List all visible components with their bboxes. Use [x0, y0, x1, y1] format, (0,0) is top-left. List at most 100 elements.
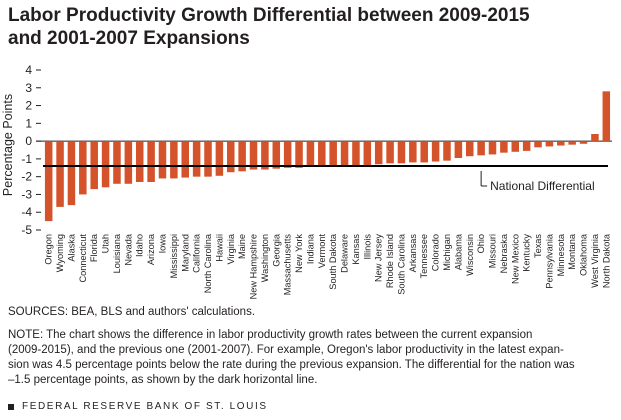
bar-georgia [272, 141, 281, 169]
bar-connecticut [79, 141, 87, 195]
bar-rhode-island [386, 141, 394, 164]
x-tick-label: Nevada [123, 233, 133, 266]
bar-tennessee [420, 141, 428, 163]
bar-pennsylvania [545, 141, 554, 147]
x-tick-label: Washington [260, 234, 270, 282]
bar-maine [238, 141, 246, 172]
bar-texas [534, 141, 542, 148]
x-tick-label: Mississippi [169, 234, 179, 278]
bar-new-jersey [374, 141, 383, 165]
bar-virginia [227, 141, 235, 173]
bar-wisconsin [465, 141, 474, 157]
bar-nevada [124, 141, 133, 184]
x-tick-label: Utah [101, 234, 111, 253]
x-tick-label: New Jersey [374, 234, 384, 282]
national-differential-reference: National Differential [43, 165, 608, 193]
x-tick-label: Louisiana [112, 233, 122, 273]
x-tick-label: North Dakota [601, 233, 611, 288]
x-tick-label: Wisconsin [465, 234, 475, 276]
bar-delaware [340, 141, 349, 166]
x-tick-label: Massachusetts [283, 234, 293, 296]
chart-title: Labor Productivity Growth Differential b… [8, 4, 608, 50]
bar-missouri [488, 141, 497, 155]
x-tick-label: Arizona [146, 233, 156, 265]
note-line: –1.5 percentage points, as shown by the … [8, 374, 318, 386]
y-tick-label: 4 [25, 63, 32, 77]
x-tick-label: Oregon [44, 234, 54, 265]
bar-south-carolina [397, 141, 406, 164]
x-tick-label: Idaho [135, 234, 145, 257]
bar-michigan [443, 141, 451, 161]
bar-hawaii [215, 141, 224, 176]
bar-west-virginia [591, 134, 599, 142]
x-tick-label: Delaware [340, 234, 350, 273]
bar-alabama [454, 141, 463, 158]
bar-minnesota [557, 141, 565, 146]
bar-oregon [44, 141, 53, 222]
bar-mississippi [170, 141, 178, 179]
bar-massachusetts [283, 141, 292, 168]
y-tick-label: -1 [21, 152, 32, 166]
x-tick-label: Colorado [431, 234, 441, 271]
footer-square-icon [8, 403, 14, 410]
footer-text: FEDERAL RESERVE BANK OF ST. LOUIS [22, 401, 268, 412]
x-tick-label: Montana [567, 233, 577, 270]
x-tick-label: Alabama [453, 233, 463, 270]
x-tick-label: Iowa [157, 233, 167, 253]
y-tick-label: 2 [25, 99, 32, 113]
bar-colorado [431, 141, 440, 162]
x-tick-label: California [192, 233, 202, 273]
x-tick-label: Indiana [305, 233, 315, 264]
x-tick-label: Arkansas [408, 234, 418, 273]
bar-new-york [295, 141, 303, 168]
y-tick-label: 0 [25, 134, 32, 148]
x-tick-label: South Dakota [328, 233, 338, 290]
x-tick-label: New Hampshire [249, 234, 259, 299]
chart-title-line-1: Labor Productivity Growth Differential b… [8, 5, 530, 26]
x-tick-label: Nebraska [499, 233, 509, 273]
y-tick-label: -3 [21, 187, 32, 201]
bar-south-dakota [329, 141, 337, 167]
note-line: (2009-2015), and the previous one (2001-… [8, 344, 564, 356]
x-tick-label: Vermont [317, 234, 327, 269]
x-tick-label: South Carolina [396, 233, 406, 295]
x-tick-label: Rhode Island [385, 234, 395, 288]
x-tick-label: Florida [89, 233, 99, 262]
x-tick-label: Kentucky [522, 234, 532, 272]
bar-arizona [147, 141, 155, 182]
x-tick-label: Hawaii [214, 234, 224, 262]
bar-washington [261, 141, 269, 170]
bar-new-hampshire [249, 141, 258, 170]
bar-nebraska [500, 141, 508, 153]
x-tick-label: Virginia [226, 233, 236, 264]
bar-new-mexico [511, 141, 520, 152]
x-axis-labels: Oregon Wyoming Alaska Connecticut Florida Uta… [44, 233, 612, 299]
y-tick-label: 3 [25, 81, 32, 95]
note-line: sion was 4.5 percentage points below the… [8, 359, 575, 371]
y-tick-label: 1 [25, 116, 32, 130]
bar-ohio [477, 141, 485, 156]
x-tick-label: Connecticut [78, 234, 88, 283]
bar-vermont [318, 141, 326, 167]
footer: FEDERAL RESERVE BANK OF ST. LOUIS [8, 401, 268, 412]
x-tick-label: New York [294, 234, 304, 273]
x-tick-label: Oklahoma [579, 233, 589, 276]
x-tick-label: Wyoming [55, 234, 65, 272]
x-tick-label: North Carolina [203, 233, 213, 293]
x-tick-label: Illinois [362, 234, 372, 260]
x-tick-label: Michigan [442, 234, 452, 271]
y-tick-label: -2 [21, 170, 32, 184]
bar-oklahoma [579, 141, 588, 144]
x-tick-label: Alaska [66, 233, 76, 261]
x-tick-label: Ohio [476, 234, 486, 253]
x-tick-label: Texas [533, 234, 543, 258]
bar-north-carolina [204, 141, 212, 177]
x-tick-label: Minnesota [556, 233, 566, 276]
bar-idaho [135, 141, 144, 182]
x-tick-label: West Virginia [590, 233, 600, 288]
bar-north-dakota [602, 91, 611, 142]
x-tick-label: Maryland [180, 234, 190, 272]
x-tick-label: Missouri [488, 234, 498, 268]
chart-note: NOTE: The chart shows the difference in … [8, 328, 613, 388]
bar-kentucky [522, 141, 531, 151]
